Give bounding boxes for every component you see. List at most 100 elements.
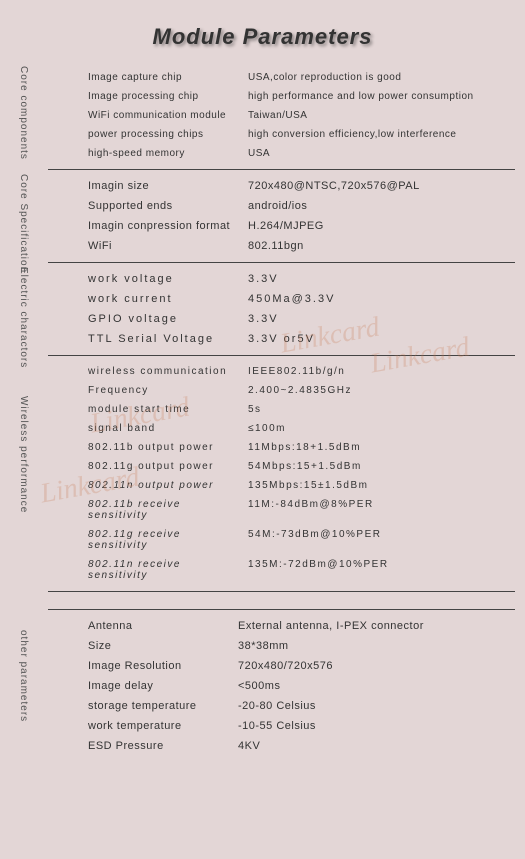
param-label: Image delay — [88, 680, 238, 692]
param-row: 802.11g output power54Mbps:15+1.5dBm — [88, 457, 515, 476]
param-value: 3.3V or5V — [248, 333, 515, 345]
param-value: IEEE802.11b/g/n — [248, 366, 515, 377]
section-wireless: Wireless performance wireless communicat… — [48, 356, 515, 592]
param-row: Imagin conpression formatH.264/MJPEG — [88, 216, 515, 236]
section-core-components: Core components Image capture chipUSA,co… — [48, 62, 515, 170]
param-label: 802.11n output power — [88, 480, 248, 491]
param-label: signal band — [88, 423, 248, 434]
param-label: TTL Serial Voltage — [88, 333, 248, 345]
param-row: AntennaExternal antenna, I-PEX connector — [88, 616, 515, 636]
param-label: work temperature — [88, 720, 238, 732]
param-row: signal band≤100m — [88, 419, 515, 438]
param-label: 802.11n receive sensitivity — [88, 559, 248, 581]
param-row: WiFi802.11bgn — [88, 236, 515, 256]
param-value: 802.11bgn — [248, 240, 515, 252]
param-row: 802.11b receive sensitivity11M:-84dBm@8%… — [88, 495, 515, 525]
param-row: 802.11n output power135Mbps:15±1.5dBm — [88, 476, 515, 495]
param-row: Supported endsandroid/ios — [88, 196, 515, 216]
param-label: work voltage — [88, 273, 248, 285]
param-row: ESD Pressure4KV — [88, 736, 515, 756]
param-label: WiFi communication module — [88, 110, 248, 121]
param-value: 54Mbps:15+1.5dBm — [248, 461, 515, 472]
param-label: Size — [88, 640, 238, 652]
param-label: Imagin size — [88, 180, 248, 192]
section-other: other parameters AntennaExternal antenna… — [48, 610, 515, 762]
section-rows: work voltage3.3Vwork current450Ma@3.3VGP… — [88, 269, 515, 349]
param-label: Image capture chip — [88, 72, 248, 83]
section-rows: wireless communicationIEEE802.11b/g/nFre… — [88, 362, 515, 585]
param-value: 720x480@NTSC,720x576@PAL — [248, 180, 515, 192]
content: Core components Image capture chipUSA,co… — [0, 62, 525, 762]
param-value: 135M:-72dBm@10%PER — [248, 559, 515, 581]
param-row: 802.11n receive sensitivity135M:-72dBm@1… — [88, 555, 515, 585]
param-row: 802.11b output power11Mbps:18+1.5dBm — [88, 438, 515, 457]
param-value: 11M:-84dBm@8%PER — [248, 499, 515, 521]
param-row: Image processing chiphigh performance an… — [88, 87, 515, 106]
param-row: Size38*38mm — [88, 636, 515, 656]
param-value: -20-80 Celsius — [238, 700, 515, 712]
param-row: WiFi communication moduleTaiwan/USA — [88, 106, 515, 125]
param-label: Imagin conpression format — [88, 220, 248, 232]
section-rows: Imagin size720x480@NTSC,720x576@PALSuppo… — [88, 176, 515, 256]
param-label: Antenna — [88, 620, 238, 632]
param-value: high conversion efficiency,low interfere… — [248, 129, 515, 140]
param-value: 2.400~2.4835GHz — [248, 385, 515, 396]
param-value: ≤100m — [248, 423, 515, 434]
param-label: 802.11g receive sensitivity — [88, 529, 248, 551]
param-label: wireless communication — [88, 366, 248, 377]
param-label: 802.11b output power — [88, 442, 248, 453]
param-row: high-speed memoryUSA — [88, 144, 515, 163]
param-value: 3.3V — [248, 273, 515, 285]
section-rows: Image capture chipUSA,color reproduction… — [88, 68, 515, 163]
param-value: high performance and low power consumpti… — [248, 91, 515, 102]
section-label: Electric charactors — [18, 267, 29, 359]
param-value: 135Mbps:15±1.5dBm — [248, 480, 515, 491]
section-label: Wireless performance — [18, 396, 29, 631]
param-value: -10-55 Celsius — [238, 720, 515, 732]
param-row: work temperature-10-55 Celsius — [88, 716, 515, 736]
section-core-spec: Core Specification Imagin size720x480@NT… — [48, 170, 515, 263]
section-label: Core Specification — [18, 174, 29, 266]
param-value: External antenna, I-PEX connector — [238, 620, 515, 632]
param-value: Taiwan/USA — [248, 110, 515, 121]
param-row: power processing chipshigh conversion ef… — [88, 125, 515, 144]
section-rows: AntennaExternal antenna, I-PEX connector… — [88, 616, 515, 756]
param-label: power processing chips — [88, 129, 248, 140]
param-row: Frequency2.400~2.4835GHz — [88, 381, 515, 400]
param-value: USA,color reproduction is good — [248, 72, 515, 83]
param-label: WiFi — [88, 240, 248, 252]
param-label: Frequency — [88, 385, 248, 396]
param-value: 450Ma@3.3V — [248, 293, 515, 305]
param-row: TTL Serial Voltage3.3V or5V — [88, 329, 515, 349]
param-value: <500ms — [238, 680, 515, 692]
param-value: 11Mbps:18+1.5dBm — [248, 442, 515, 453]
param-row: work voltage3.3V — [88, 269, 515, 289]
param-label: ESD Pressure — [88, 740, 238, 752]
param-row: storage temperature-20-80 Celsius — [88, 696, 515, 716]
param-label: Supported ends — [88, 200, 248, 212]
param-label: Image Resolution — [88, 660, 238, 672]
param-label: GPIO voltage — [88, 313, 248, 325]
param-label: Image processing chip — [88, 91, 248, 102]
param-value: 38*38mm — [238, 640, 515, 652]
param-label: 802.11g output power — [88, 461, 248, 472]
param-label: 802.11b receive sensitivity — [88, 499, 248, 521]
section-gap — [48, 592, 515, 610]
section-electric: Electric charactors work voltage3.3Vwork… — [48, 263, 515, 356]
param-row: Image capture chipUSA,color reproduction… — [88, 68, 515, 87]
param-value: USA — [248, 148, 515, 159]
param-row: wireless communicationIEEE802.11b/g/n — [88, 362, 515, 381]
param-row: Imagin size720x480@NTSC,720x576@PAL — [88, 176, 515, 196]
param-value: 4KV — [238, 740, 515, 752]
param-row: 802.11g receive sensitivity54M:-73dBm@10… — [88, 525, 515, 555]
param-label: work current — [88, 293, 248, 305]
param-row: Image Resolution720x480/720x576 — [88, 656, 515, 676]
param-row: GPIO voltage3.3V — [88, 309, 515, 329]
param-value: 720x480/720x576 — [238, 660, 515, 672]
param-value: H.264/MJPEG — [248, 220, 515, 232]
param-row: work current450Ma@3.3V — [88, 289, 515, 309]
section-label: other parameters — [18, 630, 29, 782]
param-value: 5s — [248, 404, 515, 415]
param-value: android/ios — [248, 200, 515, 212]
param-label: module start time — [88, 404, 248, 415]
